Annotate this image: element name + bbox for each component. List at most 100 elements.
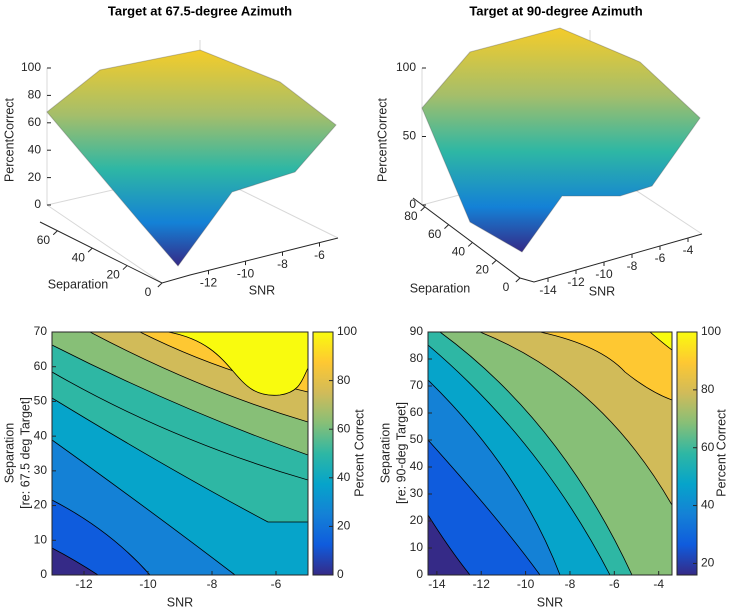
colorbar-tick-label: 80 xyxy=(701,382,715,396)
y-tick-label: 90 xyxy=(410,324,424,338)
y-tick-label: 30 xyxy=(34,463,48,477)
x-tick-label: -8 xyxy=(627,259,638,273)
x-label: SNR xyxy=(249,283,275,297)
x-tick-label: -4 xyxy=(683,243,694,257)
colorbar-tick-label: 20 xyxy=(337,519,351,533)
y-tick xyxy=(444,224,450,230)
y-tick-label: 60 xyxy=(410,405,424,419)
x-tick-label: -10 xyxy=(139,577,157,591)
y-tick-label: 10 xyxy=(410,540,424,554)
x-tick-label: -4 xyxy=(653,577,664,591)
y-tick-label: 0 xyxy=(416,567,423,581)
plot-frame xyxy=(51,331,309,576)
colorbar-tick-label: 40 xyxy=(701,498,715,512)
panel-title: Target at 90-degree Azimuth xyxy=(469,3,642,18)
x-tick-label: -10 xyxy=(517,577,535,591)
z-tick-label: 40 xyxy=(28,142,42,156)
y-tick xyxy=(122,265,128,270)
panel-title: Target at 67.5-degree Azimuth xyxy=(108,3,292,18)
z-tick-label: 50 xyxy=(403,129,417,143)
contour-band xyxy=(479,332,672,506)
contour-band xyxy=(649,332,672,351)
z-label: PercentCorrect xyxy=(375,97,389,182)
x-tick-label: -6 xyxy=(655,251,666,265)
y-tick-label: 70 xyxy=(34,324,48,338)
y-tick xyxy=(87,247,93,253)
axis-line xyxy=(39,197,703,284)
y-tick-label: 0 xyxy=(145,285,152,299)
y-tick xyxy=(467,242,473,247)
x-tick-label: -12 xyxy=(567,275,585,289)
colorbar xyxy=(676,331,698,576)
y-tick-label: 40 xyxy=(72,250,86,264)
surface xyxy=(46,49,337,267)
x-tick-label: -14 xyxy=(428,577,446,591)
y-tick-label: 50 xyxy=(410,432,424,446)
y-tick-label: 20 xyxy=(106,268,120,282)
y-tick xyxy=(420,206,426,212)
x-tick-label: -6 xyxy=(609,577,620,591)
colorbar-tick-label: 40 xyxy=(337,470,351,484)
x-tick-label: -8 xyxy=(277,257,288,271)
contour-fill xyxy=(428,332,672,575)
z-tick-label: 0 xyxy=(34,197,41,211)
y-tick-label: 0 xyxy=(40,567,47,581)
y-tick xyxy=(515,277,521,283)
y-tick-label: 0 xyxy=(503,280,510,294)
x-tick-label: -12 xyxy=(473,577,491,591)
x-label: SNR xyxy=(589,284,615,298)
y-label: Separation xyxy=(48,277,109,291)
y-label: Separation xyxy=(2,423,16,484)
y-tick-label: 80 xyxy=(410,351,424,365)
y-tick-label: 60 xyxy=(34,359,48,373)
y-tick-label: 10 xyxy=(34,532,48,546)
x-tick-label: -10 xyxy=(595,267,613,281)
colorbar-tick-label: 80 xyxy=(337,373,351,387)
colorbar-label: Percent Correct xyxy=(352,409,366,497)
contour-fill xyxy=(52,332,308,575)
z-label: PercentCorrect xyxy=(2,97,16,182)
y-tick-label: 80 xyxy=(404,209,418,223)
x-label: SNR xyxy=(167,595,193,609)
y-label: [re: 67.5 deg Target] xyxy=(18,397,32,509)
y-tick-label: 60 xyxy=(37,233,51,247)
y-label: [re: 90-deg Target] xyxy=(394,402,408,504)
x-tick-label: -6 xyxy=(271,577,282,591)
x-tick-label: -8 xyxy=(207,577,218,591)
x-tick-label: -6 xyxy=(314,248,325,262)
z-tick-label: 80 xyxy=(28,88,42,102)
y-tick-label: 20 xyxy=(34,498,48,512)
y-label: Separation xyxy=(378,423,392,484)
x-label: SNR xyxy=(537,595,563,609)
colorbar-tick-label: 100 xyxy=(701,324,721,338)
x-tick-label: -12 xyxy=(200,276,218,290)
y-tick-label: 40 xyxy=(452,245,466,259)
y-tick-label: 30 xyxy=(410,486,424,500)
colorbar xyxy=(312,331,334,576)
z-tick-label: 100 xyxy=(396,60,416,74)
colorbar-tick-label: 0 xyxy=(337,567,344,581)
x-tick-label: -12 xyxy=(75,577,93,591)
plot-frame xyxy=(427,331,673,576)
z-tick-label: 100 xyxy=(21,60,41,74)
x-tick-label: -8 xyxy=(565,577,576,591)
colorbar-tick-label: 60 xyxy=(701,440,715,454)
z-tick-label: 0 xyxy=(409,197,416,211)
x-tick-label: -14 xyxy=(539,283,557,297)
x-tick-label: -10 xyxy=(237,266,255,280)
y-tick-label: 70 xyxy=(410,378,424,392)
y-tick-label: 60 xyxy=(428,227,442,241)
colorbar-tick-label: 20 xyxy=(701,556,715,570)
y-tick-label: 40 xyxy=(410,459,424,473)
colorbar-tick-label: 60 xyxy=(337,421,351,435)
y-tick-label: 20 xyxy=(476,262,490,276)
y-tick-label: 40 xyxy=(34,428,48,442)
z-tick-label: 60 xyxy=(28,115,42,129)
y-tick xyxy=(491,259,497,265)
colorbar-tick-label: 100 xyxy=(337,324,357,338)
y-tick xyxy=(157,282,163,288)
surface xyxy=(421,27,701,253)
y-tick-label: 20 xyxy=(410,513,424,527)
colorbar-label: Percent Correct xyxy=(714,409,728,497)
